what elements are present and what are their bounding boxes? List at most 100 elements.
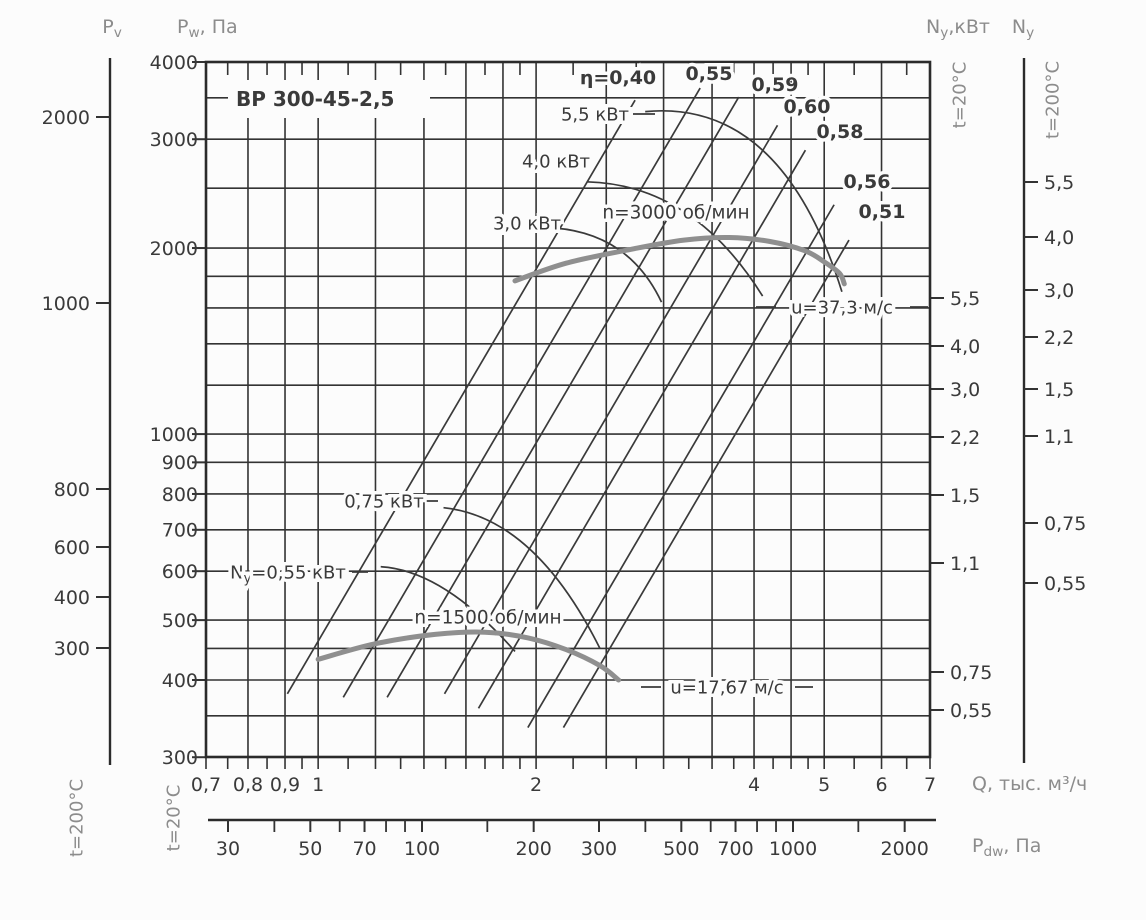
efficiency-line-060	[443, 124, 779, 695]
n200-tick-label: 3,0	[1044, 280, 1074, 302]
pdw-tick-label: 500	[663, 838, 699, 860]
q-tick-label: 0,8	[233, 774, 263, 796]
n200-tick-label: 1,1	[1044, 426, 1074, 448]
efficiency-label-040: η=0,40	[580, 67, 656, 89]
pdw-tick-label: 700	[717, 838, 753, 860]
q-tick-label: 5	[818, 774, 830, 796]
efficiency-line-056	[527, 204, 835, 729]
pv-axis-title: Pv	[102, 16, 122, 41]
fan-curve-n1500	[315, 629, 622, 683]
pdw-tick-label: 70	[352, 838, 376, 860]
pw-tick-label: 2000	[150, 238, 198, 260]
u-label-n1500: u=17,67 м/с	[670, 677, 783, 698]
efficiency-line-055	[342, 87, 701, 698]
fan-curves	[315, 234, 847, 683]
q-tick-label: 1	[312, 774, 324, 796]
pw-tick-label: 700	[162, 520, 198, 542]
n200-tick-label: 5,5	[1044, 172, 1074, 194]
power-label-p40: 4,0 кВт	[522, 151, 590, 172]
axis-n20: 5,5 4,0 3,0 2,2 1,5 1,1 0,75 0,55 Nу,кВт t=20°C	[926, 16, 992, 722]
pdw-tick-label: 50	[298, 838, 322, 860]
q-tick-label: 4	[748, 774, 760, 796]
pw-tick-label: 300	[162, 747, 198, 769]
axis-pv: 2000 1000 800 600 400 300 Pv t=200°C	[42, 16, 122, 857]
efficiency-line-059	[386, 96, 740, 698]
axis-pdw: 30 50 70 100 200 300 500 700 1000 2000 Pdw, Па	[208, 818, 1041, 860]
title-backdrop	[229, 80, 427, 118]
efficiency-label-056: 0,56	[844, 171, 891, 193]
chart-title: ВР 300-45-2,5	[236, 87, 394, 111]
plot-grid	[205, 61, 931, 759]
power-curve-p075	[443, 506, 601, 649]
pv-tick-label: 400	[54, 587, 90, 609]
efficiency-label-051: 0,51	[859, 201, 906, 223]
n200-tick-label: 2,2	[1044, 327, 1074, 349]
plot-border	[204, 60, 932, 759]
pv-tick-label: 800	[54, 479, 90, 501]
power-curve-p40	[586, 180, 764, 297]
pw-tick-label: 500	[162, 610, 198, 632]
power-label-p55: 5,5 кВт	[561, 104, 629, 125]
pdw-tick-label: 100	[404, 838, 440, 860]
efficiency-lines	[286, 87, 850, 729]
power-curves	[352, 109, 843, 652]
pdw-tick-label: 1000	[769, 838, 817, 860]
efficiency-label-058: 0,58	[817, 121, 864, 143]
q-axis-title: Q, тыс. м³/ч	[972, 773, 1087, 795]
n20-condition-label: t=20°C	[949, 62, 970, 129]
pw-tick-label: 800	[162, 484, 198, 506]
axis-n200: 5,5 4,0 3,0 2,2 1,5 1,1 0,75 0,55 Nу t=200°C	[1012, 16, 1086, 763]
minor-ticks	[192, 61, 944, 769]
fan-curve-n3000	[512, 234, 847, 287]
efficiency-label-060: 0,60	[784, 96, 831, 118]
pw-tick-label: 600	[162, 561, 198, 583]
pdw-tick-label: 300	[581, 838, 617, 860]
pv-tick-label: 300	[54, 638, 90, 660]
q-tick-label: 0,9	[270, 774, 300, 796]
pdw-axis-title: Pdw, Па	[972, 835, 1041, 860]
n20-tick-label: 4,0	[950, 336, 980, 358]
efficiency-label-059: 0,59	[752, 74, 799, 96]
speed-label-n1500: n=1500 об/мин	[414, 608, 561, 629]
u-label-n3000: u=37,3 м/с	[791, 297, 893, 318]
power-curve-p55	[645, 109, 843, 292]
n200-tick-label: 0,75	[1044, 513, 1086, 535]
n20-axis-title: Nу,кВт	[926, 16, 990, 41]
pv-condition-label: t=200°C	[66, 779, 87, 857]
pw-tick-label: 4000	[150, 52, 198, 74]
n20-tick-label: 1,5	[950, 485, 980, 507]
q-tick-label: 0,7	[191, 774, 221, 796]
pw-tick-label: 400	[162, 670, 198, 692]
pv-tick-label: 1000	[42, 293, 90, 315]
pw-tick-label: 900	[162, 452, 198, 474]
pv-tick-label: 2000	[42, 107, 90, 129]
efficiency-label-055: 0,55	[686, 63, 733, 85]
pw-tick-label: 1000	[150, 424, 198, 446]
power-label-p055: Nу=0,55 кВт	[230, 562, 346, 586]
n200-tick-label: 4,0	[1044, 227, 1074, 249]
n200-axis-title: Nу	[1012, 16, 1034, 41]
n20-tick-label: 1,1	[950, 553, 980, 575]
efficiency-line-040	[286, 99, 636, 695]
n20-tick-label: 2,2	[950, 427, 980, 449]
plot-labels: ВР 300-45-2,5 η=0,40 0,55 0,590,60 0,58 0,56 0…	[227, 59, 928, 702]
q-tick-label: 7	[924, 774, 936, 796]
axis-pw: 4000 3000 2000 1000 900 800 700 600 500 400 300 Pw,…	[150, 16, 238, 851]
q-tick-label: 2	[530, 774, 542, 796]
n200-condition-label: t=200°C	[1042, 61, 1063, 139]
n200-tick-label: 0,55	[1044, 573, 1086, 595]
pdw-tick-label: 2000	[881, 838, 929, 860]
n200-tick-label: 1,5	[1044, 379, 1074, 401]
axis-q: 0,7 0,8 0,9 1 2 4 5 6 7 Q, тыс. м³/ч	[191, 773, 1087, 796]
pw-axis-title: Pw, Па	[177, 16, 238, 41]
n20-tick-label: 0,75	[950, 662, 992, 684]
power-label-p30: 3,0 кВт	[493, 213, 561, 234]
q-tick-label: 6	[875, 774, 887, 796]
pdw-tick-label: 200	[516, 838, 552, 860]
n20-tick-label: 0,55	[950, 700, 992, 722]
pdw-tick-label: 30	[216, 838, 240, 860]
pv-tick-label: 600	[54, 537, 90, 559]
speed-label-n3000: n=3000 об/мин	[602, 203, 749, 224]
